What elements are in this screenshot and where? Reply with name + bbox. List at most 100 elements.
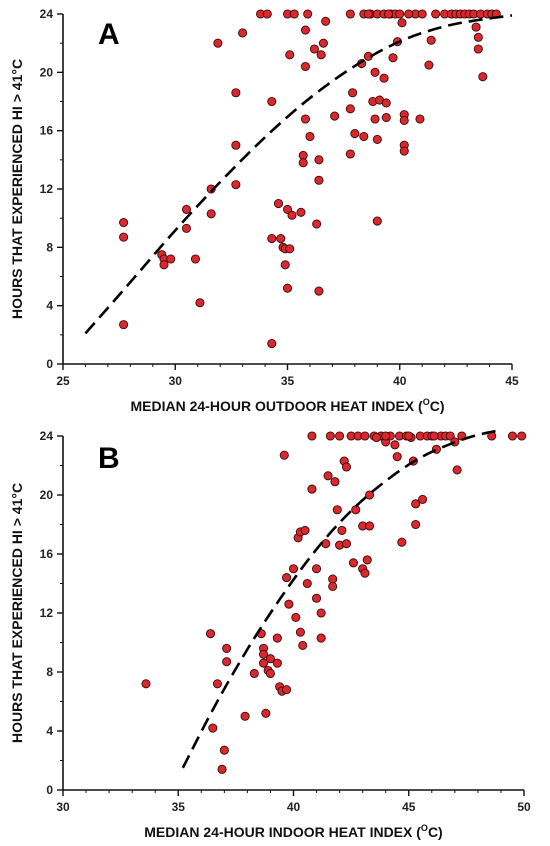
data-point (397, 18, 407, 28)
data-point (222, 643, 232, 653)
data-point (411, 519, 421, 530)
data-point (323, 471, 333, 481)
data-point (265, 668, 276, 679)
data-point (314, 286, 324, 296)
data-point (318, 38, 328, 48)
data-point (300, 114, 311, 124)
data-point (348, 88, 358, 98)
data-point (337, 525, 347, 535)
data-point (415, 114, 425, 124)
data-point (383, 9, 394, 19)
data-point (284, 599, 294, 609)
data-point (507, 431, 518, 441)
data-point (330, 477, 340, 487)
data-point (417, 9, 427, 19)
x-tick-label: 40 (287, 800, 301, 814)
data-point (231, 88, 241, 98)
x-axis-title: MEDIAN 24-HOUR INDOOR HEAT INDEX (OC) (144, 823, 442, 840)
x-axis-title-sup: O (423, 397, 430, 407)
x-tick-label: 40 (393, 374, 407, 388)
y-tick-label: 4 (46, 724, 53, 738)
data-point (424, 60, 434, 70)
data-point (359, 131, 369, 142)
y-tick-label: 16 (40, 124, 54, 138)
data-point (265, 654, 276, 664)
data-point (258, 658, 269, 668)
x-axis-title-text: MEDIAN 24-HOUR INDOOR HEAT INDEX ( (144, 824, 421, 840)
fit-curve (181, 428, 502, 769)
data-point (325, 431, 335, 441)
y-tick-label: 0 (46, 783, 53, 797)
data-point (379, 73, 389, 83)
data-point (332, 505, 342, 515)
data-point (316, 608, 326, 618)
data-point (381, 431, 391, 441)
y-axis-title: HOURS THAT EXPERIENCED HI > 41°C (9, 483, 25, 743)
y-tick-label: 24 (40, 7, 54, 21)
data-point (208, 723, 218, 733)
data-point (395, 9, 405, 19)
data-point (190, 254, 201, 264)
data-point (267, 339, 277, 349)
data-point (249, 668, 259, 679)
data-point (370, 67, 380, 77)
data-point (426, 35, 436, 45)
data-point (478, 72, 488, 82)
data-point (381, 112, 391, 123)
y-tick-label: 20 (40, 488, 54, 502)
data-point (330, 111, 340, 121)
data-point (296, 207, 306, 217)
data-point (181, 204, 192, 214)
data-point (328, 581, 338, 592)
data-point (404, 431, 414, 441)
data-point (219, 745, 229, 755)
data-point (288, 564, 299, 574)
x-axis-title: MEDIAN 24-HOUR OUTDOOR HEAT INDEX (OC) (131, 397, 445, 414)
data-point (119, 232, 129, 242)
data-point (311, 593, 322, 603)
data-point (258, 649, 269, 659)
y-tick-label: 16 (40, 547, 54, 561)
data-point (261, 708, 271, 718)
data-point (362, 555, 372, 565)
x-axis-title-text: MEDIAN 24-HOUR OUTDOOR HEAT INDEX ( (131, 398, 424, 414)
data-point (452, 465, 462, 475)
data-point (445, 431, 455, 441)
data-point (341, 539, 352, 549)
y-tick-label: 12 (40, 606, 54, 620)
data-point (371, 432, 382, 443)
data-point (365, 490, 375, 500)
data-point (240, 711, 250, 721)
data-point (345, 104, 355, 114)
data-point (273, 199, 284, 209)
data-point (321, 16, 331, 26)
data-point (303, 9, 313, 19)
data-point (231, 140, 241, 150)
x-tick-label: 30 (56, 800, 70, 814)
data-point (285, 50, 295, 60)
data-point (238, 28, 248, 38)
data-point (307, 484, 317, 494)
x-axis-title-unit: C) (430, 398, 445, 414)
data-point (166, 254, 176, 264)
y-tick-label: 8 (46, 240, 53, 254)
y-tick-label: 24 (40, 429, 54, 443)
data-point (431, 9, 441, 19)
data-point (363, 9, 373, 19)
data-point (411, 499, 421, 509)
data-point (429, 431, 439, 441)
data-point (372, 216, 382, 226)
data-point (195, 298, 205, 308)
data-point (231, 180, 241, 190)
data-point (300, 61, 311, 72)
data-point (222, 657, 232, 667)
data-point (213, 38, 223, 48)
y-tick-label: 0 (46, 357, 53, 371)
data-point (372, 134, 382, 144)
data-point (399, 146, 409, 156)
data-point (370, 114, 380, 124)
data-point (381, 98, 391, 108)
data-point (360, 568, 370, 578)
data-point (316, 633, 326, 643)
x-tick-label: 35 (281, 374, 295, 388)
